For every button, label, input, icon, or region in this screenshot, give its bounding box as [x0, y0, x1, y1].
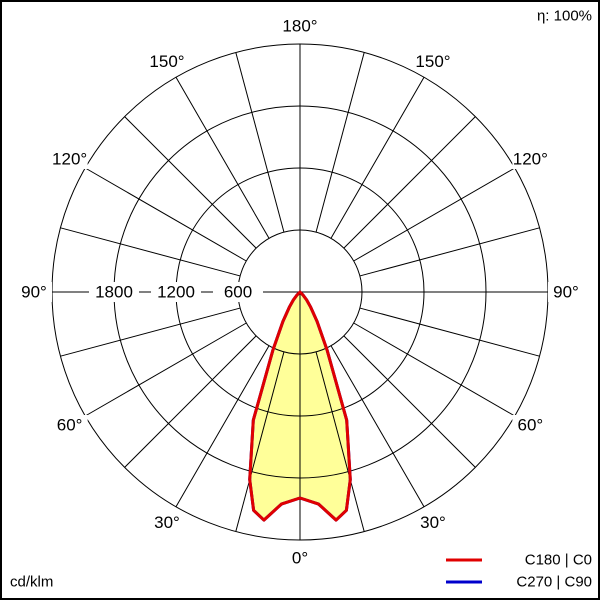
angle-label-bg [415, 51, 451, 72]
angle-label: 150° [149, 52, 184, 71]
tick-label-bg [89, 282, 139, 302]
grid-radial-line [330, 76, 425, 239]
angle-label: 180° [282, 17, 317, 36]
grid-radial-line [235, 52, 285, 233]
grid-radial-line [315, 52, 365, 233]
grid-radial-line [343, 335, 476, 468]
efficiency-label: η: 100% [537, 8, 592, 25]
angle-label-bg [149, 512, 185, 533]
legend-label: C180 | C0 [525, 552, 592, 569]
grid-radial-line [84, 322, 247, 417]
angle-label: 30° [154, 513, 180, 532]
angle-label-bg [16, 282, 52, 302]
angle-label: 90° [553, 283, 579, 302]
tick-label-bg [213, 282, 263, 302]
angle-label: 120° [513, 150, 548, 169]
angle-label-bg [51, 415, 88, 435]
grid-radial-line [175, 345, 270, 508]
angle-label: 150° [415, 52, 450, 71]
angle-label-bg [282, 548, 318, 568]
angle-label: 90° [21, 283, 47, 302]
angle-label-bg [282, 16, 318, 36]
angle-label-bg [51, 149, 88, 169]
grid-radial-line [353, 322, 516, 417]
angle-label: 30° [420, 513, 446, 532]
grid-radial-line [359, 307, 540, 357]
grid-radial-line [124, 116, 257, 249]
grid-radial-line [84, 167, 247, 262]
grid-radial-line [124, 335, 257, 468]
grid-radial-line [353, 167, 516, 262]
radial-tick-label: 600 [224, 283, 252, 302]
grid-radial-line [343, 116, 476, 249]
angle-label-bg [149, 51, 185, 72]
grid-radial-line [60, 227, 241, 277]
angle-label-bg [548, 282, 584, 302]
angle-label: 60° [518, 416, 544, 435]
grid-radial-line [330, 345, 425, 508]
angle-label: 0° [292, 549, 308, 568]
grid-radial-line [359, 227, 540, 277]
grid-radial-line [315, 351, 365, 532]
grid-radial-line [175, 76, 270, 239]
angle-label-bg [512, 149, 549, 169]
tick-label-bg [151, 282, 201, 302]
series-curve [248, 290, 352, 522]
radial-tick-label: 1800 [95, 283, 133, 302]
angle-label-bg [512, 415, 549, 435]
grid-radial-line [235, 351, 285, 532]
angle-label: 60° [57, 416, 83, 435]
grid-radial-line [60, 307, 241, 357]
angle-label-bg [415, 512, 451, 533]
legend-label: C270 | C90 [516, 574, 592, 591]
angle-label: 120° [52, 150, 87, 169]
radial-tick-label: 1200 [157, 283, 195, 302]
unit-label: cd/klm [10, 574, 53, 591]
